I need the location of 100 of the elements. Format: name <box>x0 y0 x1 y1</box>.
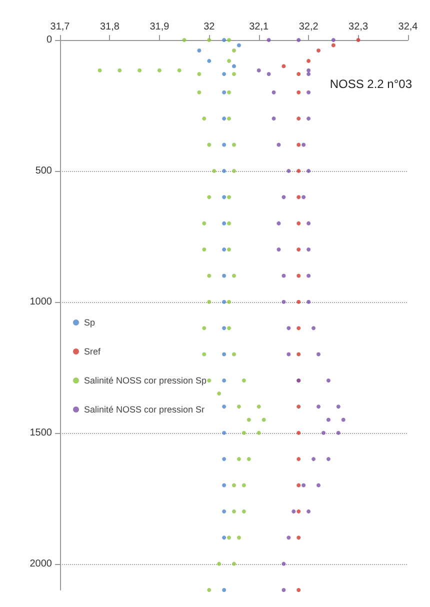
point <box>282 588 286 592</box>
point <box>222 378 226 382</box>
point <box>256 68 261 72</box>
point <box>242 509 246 514</box>
point <box>227 90 232 94</box>
point <box>296 300 301 304</box>
point <box>292 509 296 514</box>
point <box>227 326 232 330</box>
x-tick-label: 32 <box>204 22 216 32</box>
point <box>222 168 226 173</box>
point <box>256 404 261 409</box>
x-tick-label: 31,8 <box>100 22 120 32</box>
point <box>207 38 212 42</box>
point <box>227 300 232 304</box>
y-tick-label: 500 <box>35 165 52 176</box>
point <box>302 483 306 488</box>
point <box>227 221 232 226</box>
point <box>222 248 226 252</box>
x-tick-label: 32,2 <box>298 22 319 32</box>
point <box>222 221 226 226</box>
point <box>207 378 212 382</box>
point <box>336 430 340 435</box>
point <box>222 195 226 200</box>
point <box>296 536 301 540</box>
point <box>306 68 311 72</box>
point <box>217 392 222 396</box>
point <box>232 352 236 356</box>
y-tick-label: 1500 <box>30 427 52 438</box>
point <box>282 562 286 566</box>
point <box>207 195 212 200</box>
point <box>207 300 212 304</box>
point <box>331 38 336 42</box>
point <box>246 418 251 422</box>
point <box>232 509 236 514</box>
point <box>296 116 301 121</box>
point <box>316 404 321 409</box>
point <box>282 64 286 68</box>
point <box>227 195 232 200</box>
point <box>331 43 336 48</box>
point <box>326 378 330 382</box>
point <box>227 116 232 121</box>
point <box>282 300 286 304</box>
point <box>236 536 241 540</box>
point <box>312 457 316 462</box>
point <box>157 68 162 72</box>
point <box>242 378 246 382</box>
point <box>222 300 226 304</box>
point <box>222 90 226 94</box>
point <box>202 116 206 121</box>
point <box>316 48 321 52</box>
point <box>286 168 291 173</box>
point <box>177 68 182 72</box>
point <box>316 352 321 356</box>
point <box>276 248 281 252</box>
point <box>286 326 291 330</box>
point <box>227 58 232 63</box>
point <box>222 326 226 330</box>
point <box>296 483 301 488</box>
point <box>336 404 340 409</box>
point <box>202 326 206 330</box>
point <box>197 72 202 76</box>
point <box>262 418 266 422</box>
point <box>217 562 222 566</box>
point <box>242 483 246 488</box>
point <box>202 221 206 226</box>
point <box>232 142 236 147</box>
point <box>272 116 276 121</box>
point <box>227 38 232 42</box>
point <box>202 352 206 356</box>
point <box>286 536 291 540</box>
legend-label: Salinité NOSS cor pression Sr <box>84 404 205 414</box>
point <box>286 352 291 356</box>
point <box>227 536 232 540</box>
point <box>222 588 226 592</box>
point <box>321 430 326 435</box>
point <box>202 248 206 252</box>
point <box>296 221 301 226</box>
point <box>232 483 236 488</box>
point <box>222 352 226 356</box>
point <box>232 72 236 76</box>
x-tick-label: 32,4 <box>398 22 418 32</box>
point <box>197 48 202 52</box>
point <box>312 326 316 330</box>
point <box>232 64 236 68</box>
annotation: NOSS 2.2 n°03 <box>330 77 412 91</box>
point <box>242 430 246 435</box>
x-tick-label: 32,1 <box>249 22 270 32</box>
point <box>197 90 202 94</box>
point <box>306 116 311 121</box>
point <box>296 588 301 592</box>
point <box>306 248 311 252</box>
point <box>296 509 301 514</box>
y-tick-label: 0 <box>46 34 52 46</box>
point <box>296 195 301 200</box>
point <box>222 430 226 435</box>
legend-label: Salinité NOSS cor pression Sp <box>84 376 207 386</box>
point <box>296 430 301 435</box>
point <box>341 418 346 422</box>
point <box>232 562 236 566</box>
point <box>326 418 330 422</box>
